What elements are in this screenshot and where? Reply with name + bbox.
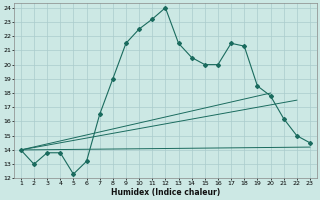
X-axis label: Humidex (Indice chaleur): Humidex (Indice chaleur) <box>111 188 220 197</box>
